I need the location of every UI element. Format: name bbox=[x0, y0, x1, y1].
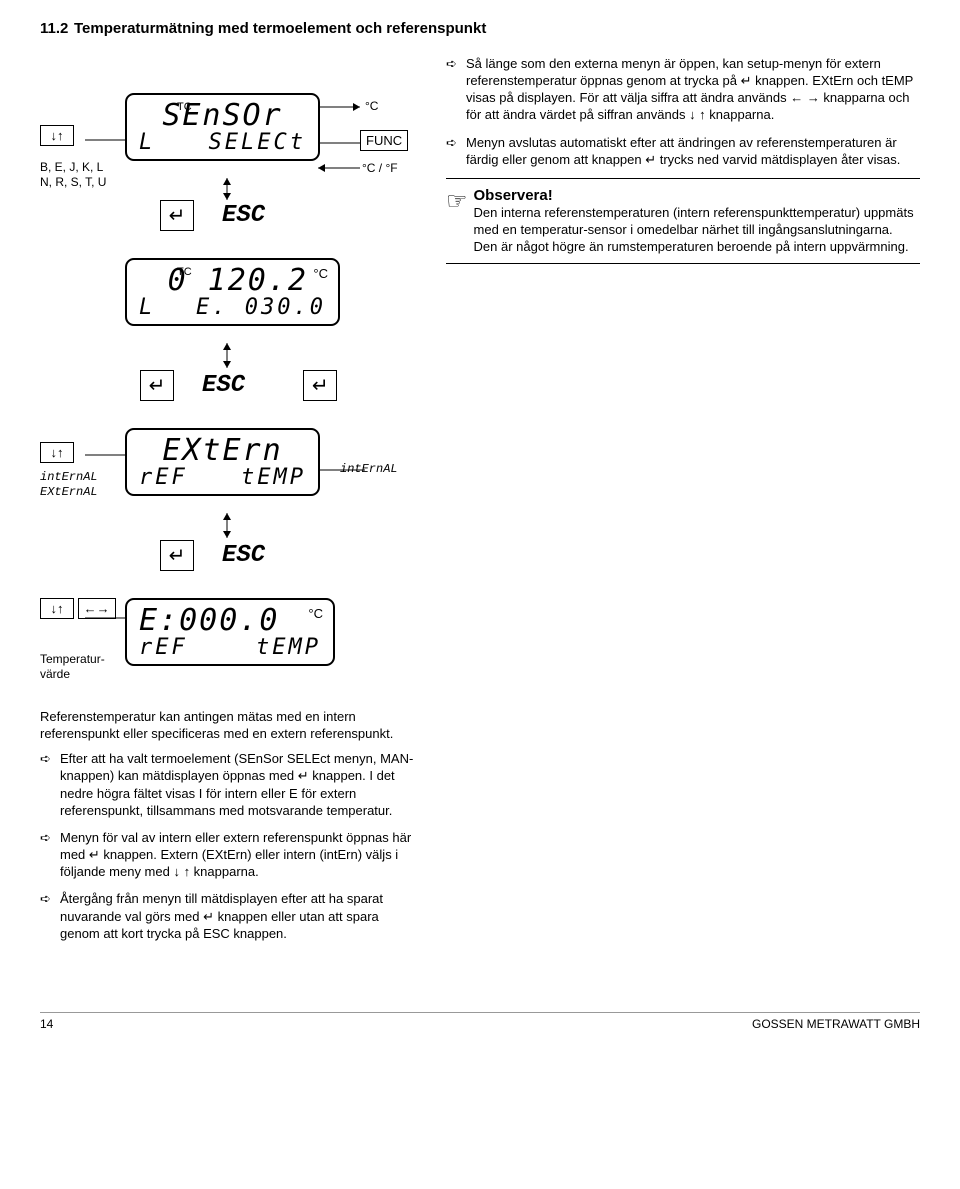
right-p1: Så länge som den externa menyn är öppen,… bbox=[466, 55, 920, 124]
lcd2-unit: °C bbox=[313, 266, 328, 281]
c-label: °C bbox=[365, 99, 378, 113]
lcd4-l2r: tEMP bbox=[256, 636, 321, 660]
nav-arrows-4a[interactable]: ↓↑ bbox=[40, 598, 74, 619]
observe-heading: Observera! bbox=[474, 187, 920, 204]
esc-key-3[interactable]: ESC bbox=[222, 542, 265, 569]
section-number: 11.2 bbox=[40, 20, 74, 37]
right-internal-label: intErnAL bbox=[340, 462, 398, 477]
lcd2-l1: 0 120.2 bbox=[139, 266, 326, 296]
bullet-icon: ➪ bbox=[40, 890, 60, 941]
lcd3-l2r: tEMP bbox=[241, 466, 306, 490]
lcd-line2-left: L bbox=[139, 131, 155, 155]
lcd4-l2l: rEF bbox=[139, 636, 188, 660]
func-button[interactable]: FUNC bbox=[360, 130, 408, 151]
enter-key-2[interactable]: ↵ bbox=[140, 370, 174, 401]
enter-key[interactable]: ↵ bbox=[160, 200, 194, 231]
esc-key[interactable]: ESC bbox=[222, 202, 265, 229]
lcd-line2-right: SELECt bbox=[209, 131, 306, 155]
diagram-measure: TC °C 0 120.2 L E. 030.0 ↵ ESC ↵ bbox=[40, 240, 420, 410]
diagram-ext-value: ↓↑ ←→ Temperatur- värde °C E:000.0 rEF t… bbox=[40, 580, 420, 700]
sensor-type-list: B, E, J, K, L N, R, S, T, U bbox=[40, 160, 106, 190]
lower-b2: Menyn för val av intern eller extern ref… bbox=[60, 829, 420, 880]
page-number: 14 bbox=[40, 1017, 53, 1031]
enter-key-3[interactable]: ↵ bbox=[160, 540, 194, 571]
opt-external: EXtErnAL bbox=[40, 485, 98, 500]
diagram-ref-select: ↓↑ intErnAL EXtErnAL EXtErn rEF tEMP int… bbox=[40, 410, 420, 580]
esc-key-2[interactable]: ESC bbox=[202, 372, 245, 399]
cf-label: °C / °F bbox=[362, 161, 398, 175]
bullet-icon: ➪ bbox=[40, 829, 60, 880]
bullet-icon: ➪ bbox=[446, 55, 466, 124]
nav-arrows[interactable]: ↓↑ bbox=[40, 125, 74, 146]
lcd-line1: SEnSOr bbox=[139, 101, 306, 131]
hand-icon: ☞ bbox=[446, 187, 468, 255]
footer-brand: GOSSEN METRAWATT GMBH bbox=[752, 1017, 920, 1031]
lcd2-l2r: E. 030.0 bbox=[196, 296, 326, 320]
enter-key-2b[interactable]: ↵ bbox=[303, 370, 337, 401]
lcd3-l1: EXtErn bbox=[139, 436, 306, 466]
bullet-icon: ➪ bbox=[40, 750, 60, 819]
lcd-tc-label: TC bbox=[177, 101, 192, 113]
nav-arrows-4b[interactable]: ←→ bbox=[78, 598, 116, 619]
lcd3-l2l: rEF bbox=[139, 466, 188, 490]
right-p2: Menyn avslutas automatiskt efter att änd… bbox=[466, 134, 920, 168]
lcd4-l1: E:000.0 bbox=[139, 606, 321, 636]
lcd2-l2l: L bbox=[139, 296, 155, 320]
section-title: Temperaturmätning med termoelement och r… bbox=[74, 20, 486, 37]
lcd4-unit: °C bbox=[308, 606, 323, 621]
lower-intro: Referenstemperatur kan antingen mätas me… bbox=[40, 708, 420, 742]
section-header: 11.2 Temperaturmätning med termoelement … bbox=[40, 20, 920, 37]
opt-internal: intErnAL bbox=[40, 470, 98, 485]
diagram-sensor-select: ↓↑ B, E, J, K, L N, R, S, T, U TC SEnSOr… bbox=[40, 55, 420, 240]
temp-value-label: Temperatur- värde bbox=[40, 652, 105, 682]
bullet-icon: ➪ bbox=[446, 134, 466, 168]
lcd2-tc: TC bbox=[177, 266, 192, 278]
lower-b3: Återgång från menyn till mätdisplayen ef… bbox=[60, 890, 420, 941]
nav-arrows-3[interactable]: ↓↑ bbox=[40, 442, 74, 463]
lower-b1: Efter att ha valt termoelement (SEnSor S… bbox=[60, 750, 420, 819]
observe-body: Den interna referenstemperaturen (intern… bbox=[474, 204, 920, 255]
